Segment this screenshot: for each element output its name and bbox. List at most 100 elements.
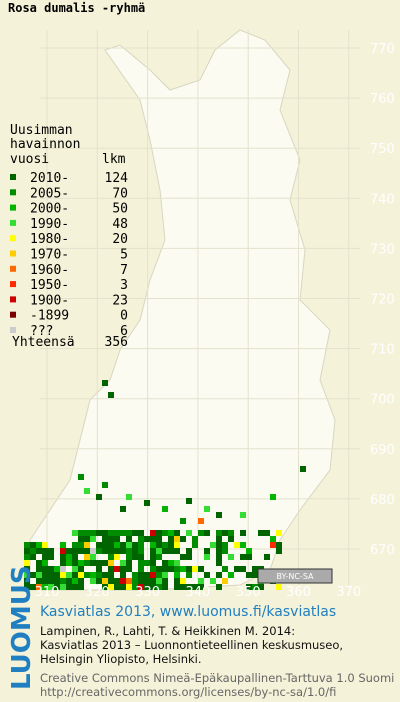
observation-cell <box>144 536 150 542</box>
observation-cell <box>54 584 60 590</box>
legend-swatch <box>10 281 16 288</box>
legend-swatch <box>10 174 16 180</box>
y-label: 670 <box>370 543 395 558</box>
citation: Kasviatlas 2013 – Luonnontieteellinen ke… <box>40 638 343 652</box>
legend-count: 20 <box>112 232 128 247</box>
observation-cell <box>108 536 114 542</box>
observation-cell <box>96 578 102 584</box>
observation-cell <box>108 542 114 548</box>
observation-cell <box>180 536 186 542</box>
observation-cell <box>96 530 102 536</box>
observation-cell <box>72 572 78 578</box>
x-label: 370 <box>336 585 361 600</box>
legend-swatch <box>10 311 16 318</box>
legend-col: vuosi <box>10 152 49 167</box>
observation-cell <box>138 578 144 584</box>
observation-cell <box>168 560 174 566</box>
observation-cell <box>162 578 168 584</box>
observation-cell <box>102 584 108 590</box>
observation-cell <box>156 548 162 554</box>
observation-cell <box>168 548 174 554</box>
observation-cell <box>72 560 78 566</box>
observation-cell <box>240 512 246 518</box>
observation-cell <box>78 566 84 572</box>
y-label: 760 <box>370 92 395 107</box>
observation-cell <box>102 578 108 584</box>
observation-cell <box>186 548 192 554</box>
observation-cell <box>72 542 78 548</box>
legend-swatch <box>10 296 16 303</box>
observation-cell <box>156 566 162 572</box>
observation-cell <box>174 566 180 572</box>
x-label: 350 <box>236 585 261 600</box>
x-label: 330 <box>135 585 160 600</box>
observation-cell <box>138 554 144 560</box>
legend-swatch <box>10 235 16 242</box>
observation-cell <box>216 530 222 536</box>
observation-cell <box>36 572 42 578</box>
observation-cell <box>192 536 198 542</box>
observation-cell <box>30 554 36 560</box>
observation-cell <box>120 584 126 590</box>
observation-cell <box>186 572 192 578</box>
luomus-logo: LUOMUS <box>7 565 37 690</box>
observation-cell <box>72 554 78 560</box>
observation-cell <box>114 566 120 572</box>
observation-cell <box>156 530 162 536</box>
observation-cell <box>96 494 102 500</box>
observation-cell <box>156 578 162 584</box>
legend-count: 6 <box>120 324 128 339</box>
observation-cell <box>78 548 84 554</box>
observation-cell <box>270 536 276 542</box>
y-label: 730 <box>370 242 395 257</box>
y-label: 690 <box>370 443 395 458</box>
observation-cell <box>126 566 132 572</box>
observation-cell <box>240 530 246 536</box>
observation-cell <box>42 566 48 572</box>
observation-cell <box>96 572 102 578</box>
observation-cell <box>102 542 108 548</box>
observation-cell <box>126 536 132 542</box>
citation: Lampinen, R., Lahti, T. & Heikkinen M. 2… <box>40 624 295 638</box>
observation-cell <box>120 578 126 584</box>
observation-cell <box>222 566 228 572</box>
observation-cell <box>228 572 234 578</box>
observation-cell <box>132 554 138 560</box>
observation-cell <box>120 566 126 572</box>
observation-cell <box>60 542 66 548</box>
observation-cell <box>102 572 108 578</box>
legend-label: 1900- <box>30 293 69 308</box>
observation-cell <box>114 530 120 536</box>
observation-cell <box>30 548 36 554</box>
legend-count: 23 <box>112 293 128 308</box>
observation-cell <box>174 536 180 542</box>
x-label: 360 <box>286 585 311 600</box>
observation-cell <box>54 572 60 578</box>
observation-cell <box>54 578 60 584</box>
observation-cell <box>138 560 144 566</box>
legend-count: 0 <box>120 309 128 324</box>
observation-cell <box>198 518 204 524</box>
observation-cell <box>258 530 264 536</box>
observation-cell <box>48 548 54 554</box>
observation-cell <box>114 584 120 590</box>
observation-cell <box>216 542 222 548</box>
observation-cell <box>108 584 114 590</box>
observation-cell <box>150 584 156 590</box>
observation-cell <box>234 542 240 548</box>
legend-swatch <box>10 204 16 211</box>
observation-cell <box>240 542 246 548</box>
observation-cell <box>102 560 108 566</box>
observation-cell <box>126 584 132 590</box>
observation-cell <box>36 566 42 572</box>
legend-swatch <box>10 219 16 226</box>
observation-cell <box>174 560 180 566</box>
observation-cell <box>150 542 156 548</box>
legend-heading: Uusimman <box>10 123 73 138</box>
license-text: Creative Commons Nimeä-Epäkaupallinen-Ta… <box>40 671 394 685</box>
observation-cell <box>102 536 108 542</box>
observation-cell <box>90 578 96 584</box>
observation-cell <box>252 572 258 578</box>
observation-cell <box>144 584 150 590</box>
